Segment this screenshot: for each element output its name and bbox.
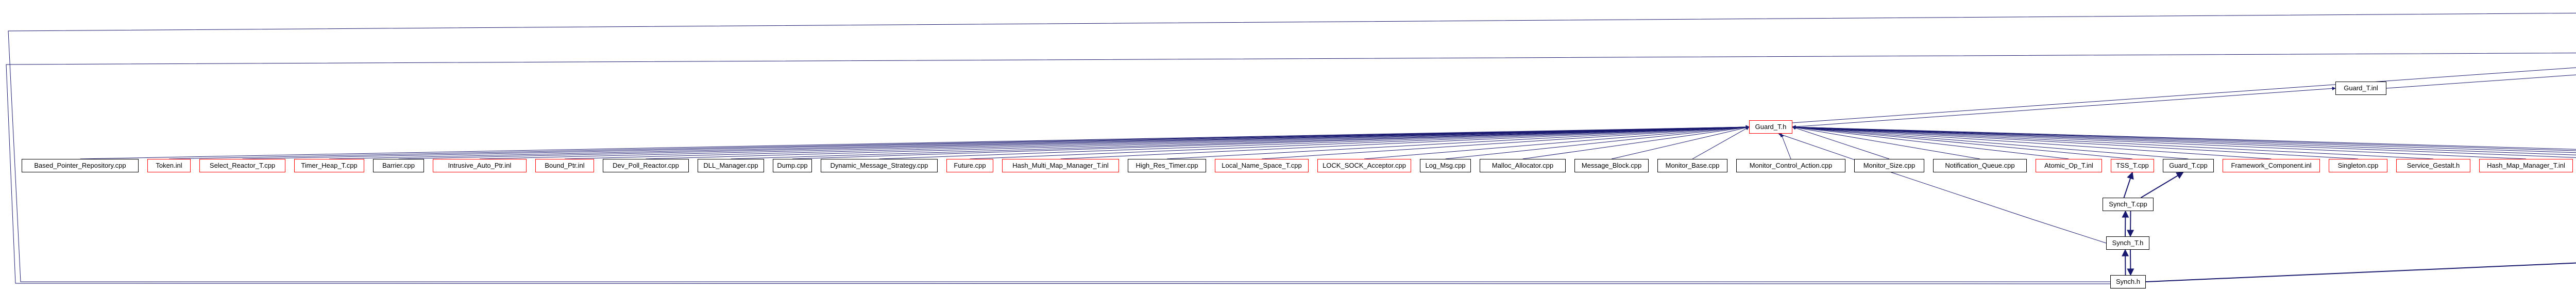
graph-edge bbox=[792, 125, 1750, 159]
graph-edge bbox=[879, 125, 1750, 159]
graph-node-framework-component-inl[interactable]: Framework_Component.inl bbox=[2223, 159, 2320, 172]
graph-edge bbox=[1792, 125, 2272, 159]
graph-edge bbox=[168, 125, 1750, 159]
graph-edge bbox=[2386, 74, 2576, 89]
graph-edge bbox=[564, 125, 1750, 159]
graph-edge bbox=[1792, 125, 2576, 153]
graph-node-guard-t-cpp[interactable]: Guard_T.cpp bbox=[2163, 159, 2214, 172]
graph-node-barrier-cpp[interactable]: Barrier.cpp bbox=[373, 159, 424, 172]
graph-node-tss-t-cpp[interactable]: TSS_T.cpp bbox=[2111, 159, 2154, 172]
graph-node-monitor-size-cpp[interactable]: Monitor_Size.cpp bbox=[1854, 159, 1924, 172]
graph-edge bbox=[1792, 125, 2576, 151]
graph-edge bbox=[8, 12, 2576, 282]
graph-node-local-name-space-t-cpp[interactable]: Local_Name_Space_T.cpp bbox=[1215, 159, 1309, 172]
graph-edge bbox=[1364, 125, 1750, 159]
graph-edge bbox=[1792, 125, 2434, 159]
graph-edge bbox=[2122, 210, 2129, 237]
graph-edge bbox=[398, 125, 1750, 159]
graph-node-hash-multi-map-manager-t-inl[interactable]: Hash_Multi_Map_Manager_T.inl bbox=[1002, 159, 1119, 172]
graph-node-bound-ptr-inl[interactable]: Bound_Ptr.inl bbox=[535, 159, 594, 172]
graph-edge bbox=[2127, 211, 2134, 237]
graph-node-timer-heap-t-cpp[interactable]: Timer_Heap_T.cpp bbox=[294, 159, 364, 172]
graph-edge bbox=[1792, 125, 2576, 158]
graph-node-atomic-op-t-inl[interactable]: Atomic_Op_T.inl bbox=[2036, 159, 2102, 172]
graph-node-guard-t-inl[interactable]: Guard_T.inl bbox=[2335, 82, 2386, 95]
graph-edge bbox=[1792, 126, 1890, 159]
graph-edge bbox=[1522, 125, 1750, 159]
graph-node-dynamic-message-strategy-cpp[interactable]: Dynamic_Message_Strategy.cpp bbox=[821, 159, 938, 172]
graph-edge bbox=[1792, 67, 2576, 123]
graph-edge bbox=[6, 53, 2576, 284]
graph-edge bbox=[1792, 125, 2359, 159]
graph-node-token-inl[interactable]: Token.inl bbox=[147, 159, 191, 172]
graph-edge bbox=[2123, 171, 2134, 198]
graph-node-monitor-base-cpp[interactable]: Monitor_Base.cpp bbox=[1657, 159, 1727, 172]
graph-node-message-block-cpp[interactable]: Message_Block.cpp bbox=[1574, 159, 1649, 172]
graph-node-service-gestalt-h[interactable]: Service_Gestalt.h bbox=[2396, 159, 2470, 172]
graph-edge bbox=[479, 125, 1750, 159]
graph-edge bbox=[646, 125, 1750, 159]
graph-node-high-res-timer-cpp[interactable]: High_Res_Timer.cpp bbox=[1128, 159, 1206, 172]
graph-node-intrusive-auto-ptr-inl[interactable]: Intrusive_Auto_Ptr.inl bbox=[433, 159, 527, 172]
graph-edge bbox=[1692, 126, 1750, 159]
graph-node-dev-poll-reactor-cpp[interactable]: Dev_Poll_Reactor.cpp bbox=[603, 159, 689, 172]
graph-edge bbox=[2140, 172, 2184, 198]
graph-edge bbox=[1792, 125, 2527, 159]
graph-node-guard-t-h[interactable]: Guard_T.h bbox=[1749, 120, 1792, 134]
graph-node-lock-sock-acceptor-cpp[interactable]: LOCK_SOCK_Acceptor.cpp bbox=[1317, 159, 1411, 172]
graph-edge bbox=[80, 125, 1750, 159]
graph-edge bbox=[1166, 125, 1750, 159]
graph-edge bbox=[1778, 133, 2107, 244]
graph-node-synch-t-cpp[interactable]: Synch_T.cpp bbox=[2103, 198, 2154, 211]
graph-node-singleton-cpp[interactable]: Singleton.cpp bbox=[2329, 159, 2387, 172]
graph-node-select-reactor-t-cpp[interactable]: Select_Reactor_T.cpp bbox=[199, 159, 285, 172]
graph-edge bbox=[242, 125, 1750, 159]
graph-node-based-pointer-repository-cpp[interactable]: Based_Pointer_Repository.cpp bbox=[22, 159, 139, 172]
graph-node-notification-queue-cpp[interactable]: Notification_Queue.cpp bbox=[1933, 159, 2027, 172]
graph-node-dump-cpp[interactable]: Dump.cpp bbox=[773, 159, 812, 172]
graph-edge bbox=[1060, 125, 1750, 159]
graph-edge bbox=[1611, 126, 1750, 159]
graph-edge bbox=[2127, 249, 2134, 276]
graph-edge bbox=[1792, 125, 1980, 159]
graph-node-synch-t-h[interactable]: Synch_T.h bbox=[2106, 236, 2149, 250]
graph-node-malloc-allocator-cpp[interactable]: Malloc_Allocator.cpp bbox=[1480, 159, 1566, 172]
graph-node-future-cpp[interactable]: Future.cpp bbox=[946, 159, 993, 172]
graph-edge bbox=[1261, 125, 1750, 159]
graph-node-monitor-control-action-cpp[interactable]: Monitor_Control_Action.cpp bbox=[1736, 159, 1845, 172]
graph-edge bbox=[1792, 125, 2069, 159]
graph-edge bbox=[1792, 125, 2133, 159]
graph-edge bbox=[1792, 125, 2576, 150]
graph-edge bbox=[731, 125, 1750, 159]
graph-node-log-msg-cpp[interactable]: Log_Msg.cpp bbox=[1420, 159, 1471, 172]
graph-node-hash-map-manager-t-inl[interactable]: Hash_Map_Manager_T.inl bbox=[2479, 159, 2573, 172]
graph-edge bbox=[970, 125, 1750, 159]
graph-edge bbox=[1792, 125, 2189, 159]
graph-edge bbox=[2122, 249, 2129, 276]
graph-node-synch-h[interactable]: Synch.h bbox=[2110, 275, 2146, 288]
graph-edge bbox=[1781, 133, 1791, 159]
graph-edge bbox=[1792, 125, 2576, 155]
graph-node-dll-manager-cpp[interactable]: DLL_Manager.cpp bbox=[698, 159, 764, 172]
graph-edge bbox=[1792, 86, 2336, 127]
graph-edge bbox=[329, 125, 1750, 159]
graph-edge bbox=[1445, 125, 1750, 159]
